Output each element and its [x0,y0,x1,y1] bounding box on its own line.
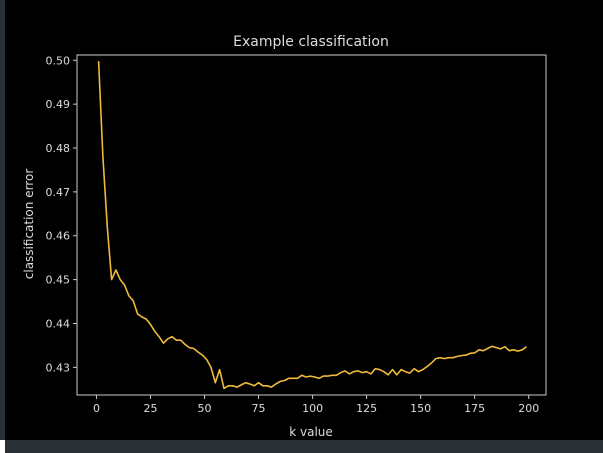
x-tick-label: 200 [518,402,539,415]
y-tick-label: 0.48 [46,142,71,155]
x-tick-label: 175 [464,402,485,415]
chart-title: Example classification [233,34,389,50]
y-tick-label: 0.43 [46,361,71,374]
y-tick-label: 0.46 [46,230,71,243]
window-corner [0,440,5,453]
y-tick-label: 0.47 [46,186,71,199]
series-line [97,61,527,390]
x-tick-label: 125 [356,402,377,415]
y-tick-label: 0.45 [46,274,71,287]
x-tick-label: 50 [198,402,212,415]
x-tick-label: 0 [93,402,100,415]
y-tick-label: 0.49 [46,98,71,111]
axes: 0 25 50 75 100 125 150 175 200 0.43 0.44 0.45 0.46 0.… [46,54,547,415]
y-tick-label: 0.50 [46,54,71,67]
y-axis-label: classification error [22,169,36,280]
x-tick-label: 150 [410,402,431,415]
x-tick-label: 75 [252,402,266,415]
line-chart: 0 25 50 75 100 125 150 175 200 0.43 0.44 0.45 0.46 0.… [22,34,547,439]
x-tick-label: 100 [302,402,323,415]
plot-frame [76,54,547,396]
x-tick-label: 25 [143,402,157,415]
y-tick-label: 0.44 [46,317,71,330]
window-edge-left [0,0,5,453]
window-edge-bottom [0,440,603,453]
x-axis-label: k value [289,425,333,439]
